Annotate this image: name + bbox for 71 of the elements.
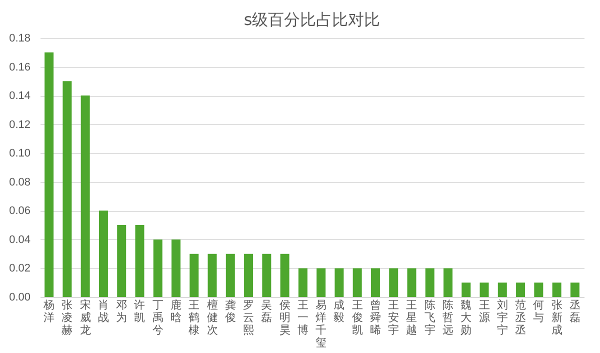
bar [98,210,108,297]
y-tick-label: 0.14 [9,90,30,102]
y-tick-label: 0.18 [9,32,30,44]
bar [370,268,380,297]
bar [262,254,272,297]
x-tick-label: 王鹤棣 [188,298,200,336]
bar [444,268,452,297]
x-tick-label: 吴磊 [261,298,272,324]
bar [62,81,72,297]
y-tick-label: 0.00 [9,292,30,304]
bar [117,225,126,297]
chart-title: s级百分比占比对比 [244,10,380,29]
x-tick-label: 张凌赫 [62,298,73,336]
bar [190,254,199,297]
x-tick-label: 何与 [533,298,544,324]
x-tick-label: 王安宇 [388,298,400,336]
bar [226,254,235,297]
bar [425,268,434,297]
y-tick-label: 0.06 [9,205,30,218]
x-tick-label: 罗云熙 [243,298,254,336]
x-tick-label: 王一博 [297,298,308,336]
x-tick-label: 魏大勋 [460,298,472,336]
bar [352,268,362,297]
bar [480,282,489,297]
y-tick-label: 0.16 [9,61,30,74]
x-tick-label: 王源 [478,298,490,324]
x-tick-label: 鹿晗 [170,298,182,324]
x-tick-label: 王星越 [406,298,418,336]
x-tick-label: 杨洋 [42,298,55,324]
y-tick-label: 0.12 [9,118,30,131]
bar [280,254,290,297]
bar [407,268,416,297]
y-tick-label: 0.08 [9,176,30,188]
x-tick-label: 成毅 [334,298,345,324]
x-tick-label: 曾舜晞 [370,298,381,336]
x-tick-label: 陈哲远 [442,298,454,336]
bar [334,268,344,297]
bar [516,282,526,297]
x-tick-label: 张新成 [551,298,562,336]
bar [534,282,544,297]
x-tick-label: 丁禹兮 [152,298,164,336]
y-tick-label: 0.02 [9,262,30,275]
bar [244,254,254,297]
x-tick-label: 邓为 [116,298,128,324]
x-tick-label: 檀健次 [206,298,218,336]
bar [316,268,326,297]
bar [389,268,398,297]
y-tick-label: 0.10 [9,148,30,160]
x-tick-label: 侯明昊 [279,298,290,336]
x-tick-label: 陈飞宇 [424,298,436,336]
bar [153,239,162,297]
x-tick-label: 范丞丞 [515,298,526,336]
x-tick-label: 易烊千玺 [316,298,327,349]
bar [44,52,54,297]
y-tick-label: 0.04 [9,234,30,246]
x-tick-label: 肖战 [98,298,109,324]
x-tick-label: 刘宇宁 [496,298,508,336]
bar [208,254,217,297]
x-tick-label: 宋威龙 [80,298,91,336]
x-tick-label: 许凯 [134,298,146,324]
bar [498,282,507,297]
bar [298,268,308,297]
bar [570,282,580,297]
bar [135,225,144,297]
bar [462,282,471,297]
x-tick-label: 王俊凯 [352,298,363,336]
x-tick-label: 丞磊 [569,298,580,324]
bar [552,282,562,297]
bar [80,96,90,297]
x-tick-label: 龚俊 [224,298,236,324]
bar [172,239,180,297]
